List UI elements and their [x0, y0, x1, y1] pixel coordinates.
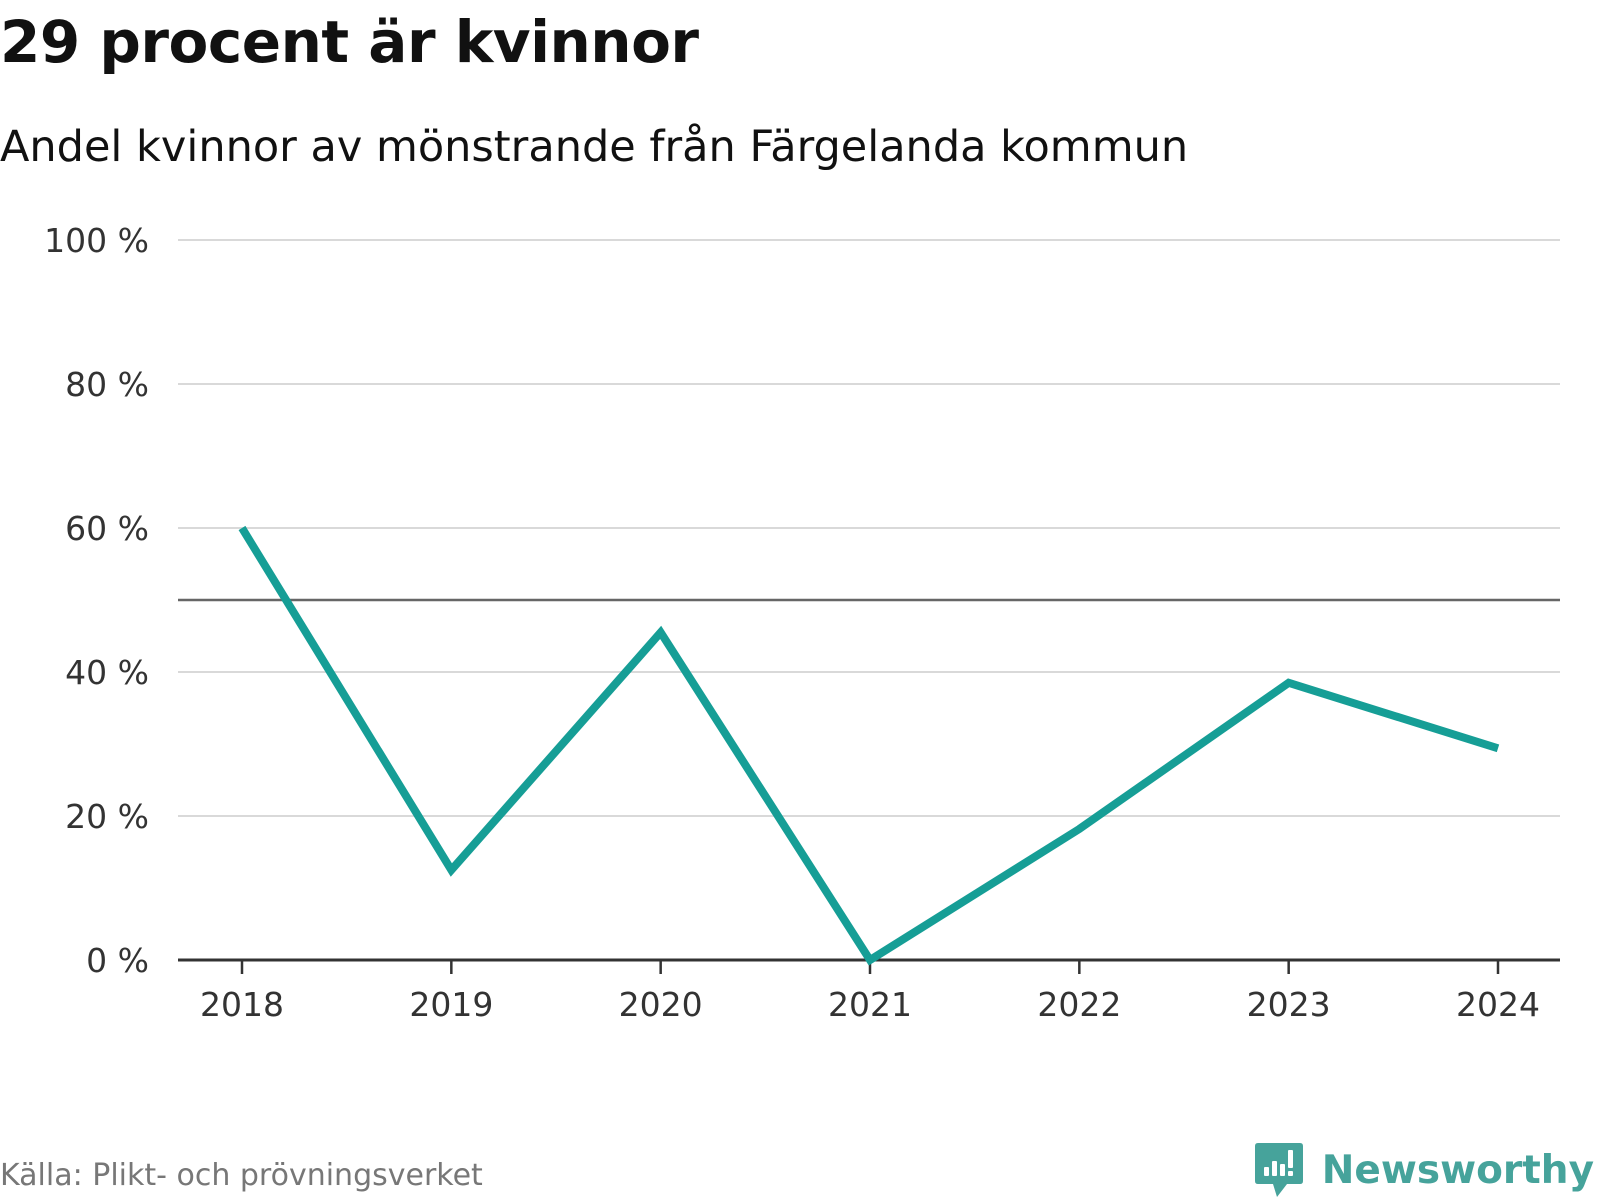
data-point [447, 866, 455, 874]
x-tick-label: 2021 [828, 985, 912, 1024]
x-tick-label: 2018 [200, 985, 284, 1024]
line-chart: 0 % 20 % 40 % 60 % 80 % 100 % 2018 2019 2020 202… [44, 221, 1560, 1024]
data-point [1494, 744, 1502, 752]
source-note: Källa: Plikt- och prövningsverket [0, 1158, 483, 1193]
y-tick-label: 20 % [65, 797, 149, 836]
y-tick-label: 0 % [86, 941, 149, 980]
x-tick-label: 2020 [619, 985, 703, 1024]
series-line [238, 525, 1500, 966]
x-tick-label: 2023 [1247, 985, 1331, 1024]
chart-title: 29 procent är kvinnor [0, 8, 699, 76]
chart-subtitle: Andel kvinnor av mönstrande från Färgela… [0, 122, 1189, 172]
x-tick-label: 2019 [409, 985, 493, 1024]
data-point [1075, 825, 1083, 833]
newsworthy-logo-icon [1254, 1143, 1303, 1197]
y-axis-tick-labels: 0 % 20 % 40 % 60 % 80 % 100 % [44, 221, 149, 980]
y-tick-label: 80 % [65, 365, 149, 404]
data-point [866, 956, 874, 964]
data-point [657, 628, 665, 636]
brand-name: Newsworthy [1321, 1147, 1594, 1193]
brand-logo: Newsworthy [1254, 1141, 1594, 1199]
data-point [238, 524, 246, 532]
x-tick-label: 2022 [1037, 985, 1121, 1024]
x-tick-label: 2024 [1456, 985, 1540, 1024]
y-tick-label: 100 % [44, 221, 149, 260]
y-tick-label: 60 % [65, 509, 149, 548]
gridlines [178, 239, 1560, 817]
x-axis-tick-labels: 2018 2019 2020 2021 2022 2023 2024 [200, 985, 1540, 1024]
data-point [1285, 679, 1293, 687]
data-series [238, 524, 1502, 966]
y-tick-label: 40 % [65, 653, 149, 692]
